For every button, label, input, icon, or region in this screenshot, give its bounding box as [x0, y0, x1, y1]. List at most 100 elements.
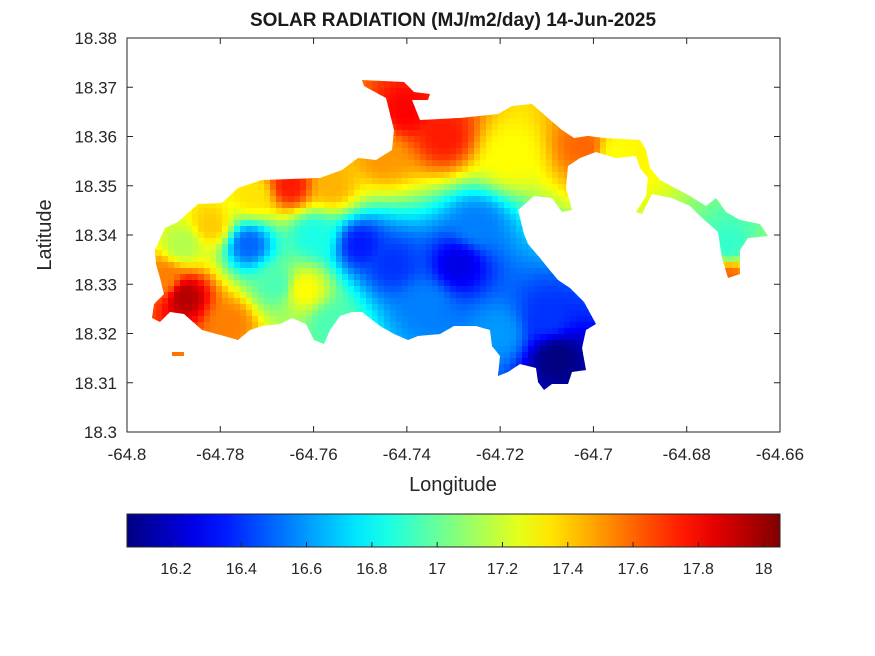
field-cell [282, 268, 289, 275]
field-cell [342, 226, 349, 233]
field-cell [516, 148, 523, 155]
field-cell [312, 250, 319, 257]
field-cell [576, 328, 583, 335]
field-cell [558, 154, 565, 161]
field-cell [414, 256, 421, 263]
field-cell [204, 274, 211, 281]
field-cell [642, 160, 649, 167]
field-cell [588, 316, 595, 323]
field-cell [414, 244, 421, 251]
field-cell [438, 190, 445, 197]
field-cell [384, 298, 391, 305]
field-cell [546, 142, 553, 149]
field-cell [546, 172, 553, 179]
field-cell [522, 298, 529, 305]
field-cell [522, 262, 529, 269]
field-cell [498, 166, 505, 173]
field-cell [420, 202, 427, 209]
field-cell [570, 358, 577, 365]
field-cell [246, 196, 253, 203]
field-cell [408, 100, 415, 107]
field-cell [222, 232, 229, 239]
field-cell [480, 142, 487, 149]
field-cell [222, 238, 229, 245]
field-cell [750, 226, 757, 233]
field-cell [738, 244, 745, 251]
field-cell [408, 250, 415, 257]
field-cell [552, 316, 559, 323]
field-cell [204, 280, 211, 287]
field-cell [174, 274, 181, 281]
field-cell [384, 220, 391, 227]
field-cell [264, 274, 271, 281]
field-cell [312, 190, 319, 197]
field-cell [270, 232, 277, 239]
field-cell [654, 178, 661, 185]
field-cell [174, 262, 181, 269]
field-cell [312, 220, 319, 227]
field-cell [504, 328, 511, 335]
field-cell [372, 250, 379, 257]
field-cell [456, 220, 463, 227]
field-cell [354, 214, 361, 221]
field-cell [336, 286, 343, 293]
field-cell [402, 190, 409, 197]
field-cell [264, 238, 271, 245]
field-cell [486, 280, 493, 287]
field-cell [468, 256, 475, 263]
field-cell [480, 262, 487, 269]
field-cell [504, 274, 511, 281]
field-cell [492, 244, 499, 251]
field-cell [222, 226, 229, 233]
field-cell [726, 256, 733, 263]
field-cell [426, 250, 433, 257]
field-cell [378, 88, 385, 95]
field-cell [420, 136, 427, 143]
field-cell [612, 154, 619, 161]
field-cell [162, 292, 169, 299]
field-cell [438, 130, 445, 137]
field-cell [456, 250, 463, 257]
field-cell [162, 256, 169, 263]
field-cell [192, 310, 199, 317]
field-cell [246, 250, 253, 257]
field-cell [528, 334, 535, 341]
field-cell [186, 220, 193, 227]
field-cell [342, 190, 349, 197]
field-cell [294, 304, 301, 311]
field-cell [372, 298, 379, 305]
field-cell [240, 232, 247, 239]
field-cell [468, 238, 475, 245]
field-cell [354, 226, 361, 233]
field-cell [426, 226, 433, 233]
field-cell [726, 268, 733, 275]
field-cell [534, 328, 541, 335]
field-cell [414, 130, 421, 137]
field-cell [318, 244, 325, 251]
field-cell [216, 292, 223, 299]
field-cell [510, 292, 517, 299]
field-cell [186, 256, 193, 263]
field-cell [552, 130, 559, 137]
field-cell [246, 280, 253, 287]
field-cell [402, 136, 409, 143]
field-cell [294, 184, 301, 191]
field-cell [378, 280, 385, 287]
field-cell [168, 292, 175, 299]
field-cell [552, 274, 559, 281]
field-cell [444, 286, 451, 293]
field-cell [486, 322, 493, 329]
field-cell [210, 304, 217, 311]
field-cell [354, 172, 361, 179]
field-cell [636, 208, 643, 215]
field-cell [504, 304, 511, 311]
field-cell [372, 238, 379, 245]
field-cell [204, 256, 211, 263]
field-cell [318, 226, 325, 233]
field-cell [522, 106, 529, 113]
field-cell [402, 112, 409, 119]
field-cell [426, 244, 433, 251]
field-cell [426, 142, 433, 149]
field-cell [264, 226, 271, 233]
field-cell [228, 208, 235, 215]
